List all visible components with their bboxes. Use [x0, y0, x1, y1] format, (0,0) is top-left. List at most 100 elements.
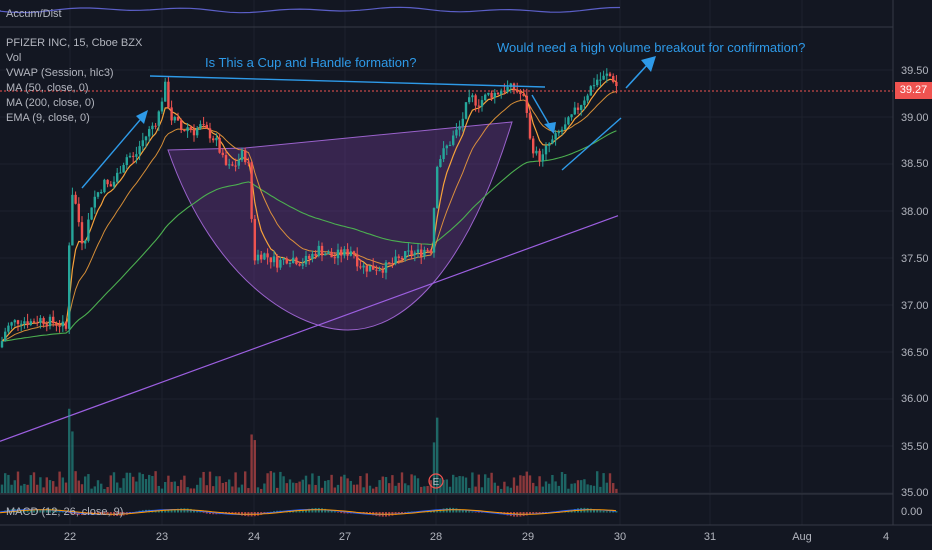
volume-bar: [202, 471, 205, 493]
macd-histogram-bar: [295, 510, 298, 513]
legend-ema9[interactable]: EMA (9, close, 0): [6, 112, 90, 124]
volume-bar: [272, 472, 276, 493]
price-tick: 38.50: [901, 158, 929, 170]
candle-body: [4, 331, 7, 342]
time-tick: 22: [63, 531, 77, 543]
volume-bar: [605, 482, 608, 493]
candle-body: [525, 95, 528, 113]
volume-bar: [461, 476, 464, 493]
volume-bar: [608, 473, 612, 493]
candle-body: [509, 83, 512, 88]
macd-histogram-bar: [314, 507, 317, 513]
candle-body: [48, 316, 52, 327]
ma50-path: [1, 130, 617, 342]
cup-question-annotation[interactable]: Is This a Cup and Handle formation?: [205, 55, 417, 70]
volume-bar: [256, 487, 260, 493]
price-tick: 35.00: [901, 487, 929, 499]
candle-body: [397, 256, 400, 258]
macd-histogram-bar: [602, 510, 605, 513]
volume-bar: [215, 476, 218, 493]
volume-bar: [420, 486, 423, 493]
volume-bar: [250, 434, 253, 493]
volume-bar: [180, 479, 183, 493]
candle-body: [128, 155, 132, 158]
macd-histogram-bar: [23, 509, 26, 513]
ma200-line: [0, 215, 619, 442]
candle-body: [87, 219, 90, 241]
candles-group: [0, 68, 618, 349]
volume-bar: [448, 486, 452, 493]
candle-body: [602, 75, 605, 80]
candle-body: [228, 164, 231, 166]
candle-body: [490, 92, 493, 98]
macd-histogram-bar: [29, 510, 32, 513]
macd-histogram-bar: [609, 511, 611, 513]
candle-body: [221, 152, 224, 156]
volume-bar: [394, 485, 397, 493]
volume-bar: [109, 475, 112, 493]
macd-histogram-bar: [42, 509, 45, 513]
macd-histogram-bar: [36, 510, 39, 513]
macd-histogram-bar: [311, 508, 314, 513]
volume-bar: [356, 484, 359, 493]
candle-body: [52, 316, 55, 324]
volume-bar: [266, 473, 269, 493]
candle-body: [484, 94, 487, 101]
legend-symbol[interactable]: PFIZER INC, 15, Cboe BZX: [6, 37, 143, 49]
candle-body: [448, 144, 452, 146]
volume-bar: [68, 408, 71, 493]
macd-histogram-bar: [301, 510, 304, 513]
candle-body: [359, 266, 362, 268]
candle-body: [388, 262, 391, 264]
volume-bar: [372, 488, 375, 493]
candle-body: [474, 95, 477, 106]
price-tick: 38.00: [901, 206, 929, 218]
volume-bar: [128, 472, 132, 493]
cup-shape-drawing[interactable]: [167, 121, 513, 331]
legend-ma200[interactable]: MA (200, close, 0): [6, 97, 95, 109]
macd-axis-tick: 0.00: [901, 506, 923, 518]
candle-body: [199, 124, 202, 129]
macd-histogram-bar: [477, 512, 480, 513]
candle-body: [231, 164, 234, 166]
candle-body: [247, 162, 250, 164]
candle-body: [84, 240, 87, 244]
volume-bar: [381, 476, 384, 493]
time-tick: 24: [247, 531, 261, 543]
legend-vol[interactable]: Vol: [6, 52, 22, 64]
volume-bar: [170, 481, 173, 493]
macd-histogram-bar: [525, 512, 528, 516]
trendlines[interactable]: E: [81, 56, 656, 489]
macd-histogram-bar: [170, 509, 173, 513]
breakout-arrow-line: [625, 63, 649, 89]
candle-body: [93, 196, 96, 208]
macd-histogram-bar: [231, 512, 234, 515]
candle-body: [260, 254, 263, 260]
candle-body: [160, 101, 164, 112]
macd-histogram-bar: [433, 510, 435, 513]
candle-body: [487, 92, 490, 95]
macd-histogram-bar: [180, 508, 183, 513]
candle-body: [432, 208, 436, 253]
candle-body: [573, 107, 576, 115]
legend-ma50[interactable]: MA (50, close, 0): [6, 82, 89, 94]
volume-bar: [464, 477, 468, 493]
candle-body: [493, 92, 496, 98]
macd-histogram-bar: [45, 508, 48, 513]
macd-histogram-bar: [538, 512, 541, 514]
breakout-annotation[interactable]: Would need a high volume breakout for co…: [497, 40, 806, 55]
macd-histogram-bar: [333, 511, 336, 513]
macd-histogram-bar: [209, 512, 211, 515]
legend-vwap[interactable]: VWAP (Session, hlc3): [6, 67, 114, 79]
candle-body: [599, 79, 602, 81]
candle-body: [400, 257, 404, 260]
candle-body: [471, 95, 474, 98]
candle-body: [250, 162, 253, 219]
volume-bar: [516, 485, 519, 493]
volume-bar: [192, 488, 196, 493]
volume-bar: [119, 487, 122, 493]
volume-bar: [407, 485, 410, 493]
volume-bar: [557, 485, 560, 493]
macd-histogram-bar: [298, 510, 301, 513]
